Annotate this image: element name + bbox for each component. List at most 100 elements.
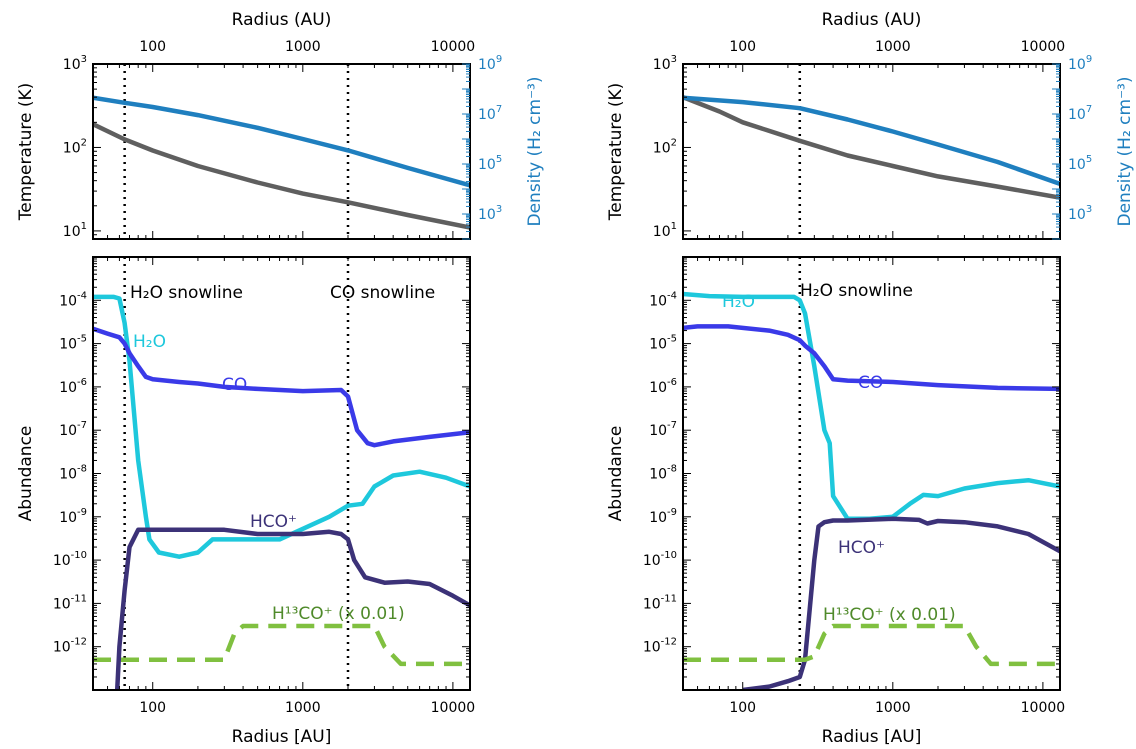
y-tick-label: 10-10 [643,550,677,569]
tick-exponent: 5 [496,154,502,165]
tick-exponent: -6 [77,377,87,388]
x-tick-label: 10000 [431,39,476,55]
tick-exponent: -8 [667,464,677,475]
y-axis-title: Temperature (K) [606,83,626,222]
plot-frame [682,63,1061,240]
tick-exponent: -5 [77,334,87,345]
series-annotation: H¹³CO⁺ (x 0.01) [272,604,405,624]
density-line [683,95,1060,187]
tick-base: 10 [649,293,667,309]
tick-exponent: 3 [671,54,677,65]
y-tick-label: 10-8 [59,464,87,483]
y-tick-label: 103 [653,54,677,73]
x-axis-title: Radius (AU) [232,10,332,30]
tick-exponent: -4 [667,290,677,301]
h13co-plus-line [93,623,470,667]
h2o-line [683,291,1060,522]
y-tick-label: 10-6 [649,377,677,396]
tick-base: 10 [649,423,667,439]
tick-base: 10 [649,337,667,353]
tick-exponent: -11 [661,593,677,604]
tick-base: 10 [53,553,71,569]
temperature-line [683,95,1060,200]
tick-exponent: -10 [71,550,87,561]
x-tick-label: 100 [139,700,166,716]
x-tick-label: 100 [139,39,166,55]
y-tick-label: 10-12 [643,637,677,656]
x-tick-label: 1000 [875,700,911,716]
tick-base: 10 [643,596,661,612]
series-annotation: H₂O snowline [800,281,913,301]
tick-exponent: -8 [77,464,87,475]
y-tick-label: 10-6 [59,377,87,396]
h2o-line [93,294,470,559]
tick-exponent: 1 [81,221,87,232]
y-tick-label: 10-8 [649,464,677,483]
y-tick-label: 10-5 [59,334,87,353]
tick-exponent: -6 [667,377,677,388]
tick-base: 10 [59,510,77,526]
y-right-tick-label: 107 [478,104,502,123]
tick-base: 10 [643,640,661,656]
y-right-axis-title: Density (H₂ cm⁻³) [525,77,545,227]
tick-exponent: -7 [77,420,87,431]
x-axis-title: Radius (AU) [822,10,922,30]
series-annotation: CO [222,375,247,395]
y-right-tick-label: 105 [1068,154,1092,173]
series-annotation: CO snowline [330,283,435,303]
hco-plus-line [742,516,1060,690]
tick-base: 10 [1068,207,1086,223]
tick-exponent: -5 [667,334,677,345]
tick-exponent: 3 [496,204,502,215]
y-tick-label: 103 [63,54,87,73]
series-annotation: H₂O [722,292,755,312]
tick-base: 10 [59,380,77,396]
series-annotation: HCO⁺ [838,538,885,558]
series-annotation: H₂O [133,332,166,352]
tick-base: 10 [1068,57,1086,73]
tick-base: 10 [478,107,496,123]
tick-base: 10 [653,57,671,73]
tick-base: 10 [649,510,667,526]
tick-base: 10 [653,224,671,240]
tick-base: 10 [649,467,667,483]
y-tick-label: 10-10 [53,550,87,569]
x-tick-label: 1000 [285,39,321,55]
tick-base: 10 [478,207,496,223]
tick-exponent: 5 [1086,154,1092,165]
y-right-tick-label: 107 [1068,104,1092,123]
tick-exponent: -9 [77,507,87,518]
tick-exponent: 1 [671,221,677,232]
h13co-plus-line [683,623,1060,667]
y-tick-label: 10-11 [53,593,87,612]
tick-base: 10 [53,596,71,612]
tick-exponent: 9 [496,54,502,65]
y-axis-title: Temperature (K) [16,83,36,222]
x-axis-title: Radius [AU] [822,727,922,747]
y-tick-label: 101 [63,221,87,240]
tick-exponent: 2 [81,137,87,148]
tick-base: 10 [59,293,77,309]
tick-base: 10 [63,224,81,240]
x-tick-label: 1000 [875,39,911,55]
y-tick-label: 101 [653,221,677,240]
y-right-tick-label: 109 [478,54,502,73]
y-axis-title: Abundance [16,426,36,522]
x-tick-label: 100 [729,700,756,716]
y-right-axis-title: Density (H₂ cm⁻³) [1115,77,1135,227]
co-line [683,324,1060,392]
tick-base: 10 [59,423,77,439]
y-right-tick-label: 103 [1068,204,1092,223]
y-tick-label: 10-12 [53,637,87,656]
tick-exponent: 7 [496,104,502,115]
tick-exponent: -10 [661,550,677,561]
y-tick-label: 10-9 [649,507,677,526]
y-right-tick-label: 109 [1068,54,1092,73]
tick-exponent: -12 [661,637,677,648]
y-tick-label: 10-7 [59,420,87,439]
co-line [93,326,470,448]
temperature-line [93,122,470,230]
tick-base: 10 [1068,107,1086,123]
tick-exponent: 2 [671,137,677,148]
